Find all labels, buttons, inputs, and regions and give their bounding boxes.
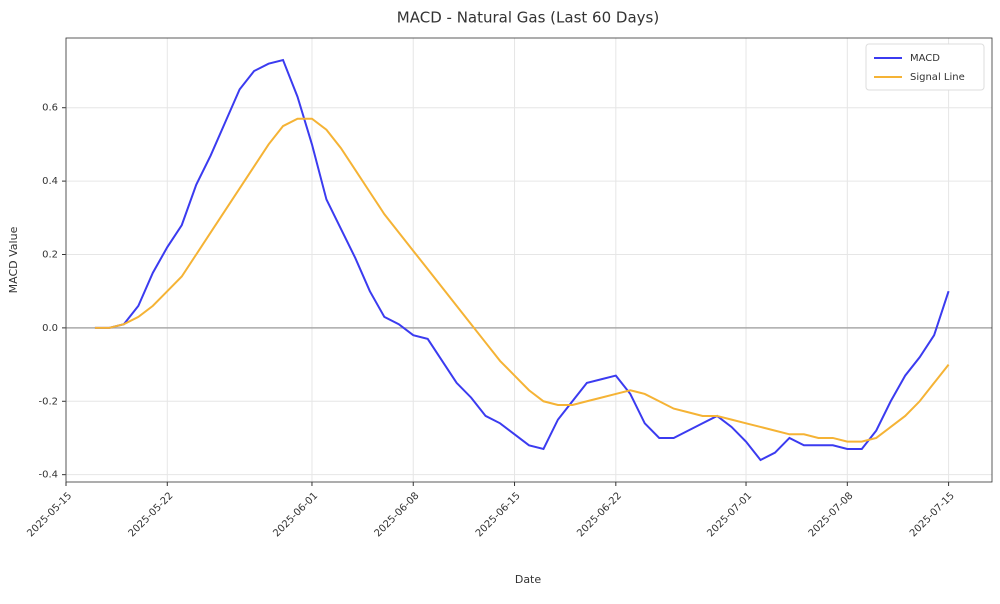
x-tick-label: 2025-06-08 [373,490,422,539]
y-tick-label: 0.4 [42,176,58,187]
x-tick-label: 2025-06-15 [474,490,523,539]
chart-title: MACD - Natural Gas (Last 60 Days) [397,9,659,27]
x-tick-label: 2025-06-22 [575,490,624,539]
y-tick-label: 0.0 [42,323,58,334]
y-tick-label: 0.6 [42,103,58,114]
y-tick-label: -0.2 [38,396,58,407]
series-line [94,117,950,443]
x-axis-label: Date [515,573,542,586]
x-tick-label: 2025-07-08 [807,490,856,539]
series-line [94,58,950,462]
x-tick-label: 2025-05-22 [127,490,176,539]
y-tick-label: -0.4 [38,470,58,481]
legend-label: Signal Line [910,72,965,83]
x-tick-label: 2025-05-15 [25,490,74,539]
x-tick-label: 2025-06-01 [271,490,320,539]
plot-frame [65,37,993,483]
y-axis-label: MACD Value [7,226,20,293]
x-tick-label: 2025-07-01 [705,490,754,539]
legend-label: MACD [910,53,940,64]
y-tick-label: 0.2 [42,249,58,260]
x-tick-label: 2025-07-15 [908,490,957,539]
legend-box [865,43,985,91]
